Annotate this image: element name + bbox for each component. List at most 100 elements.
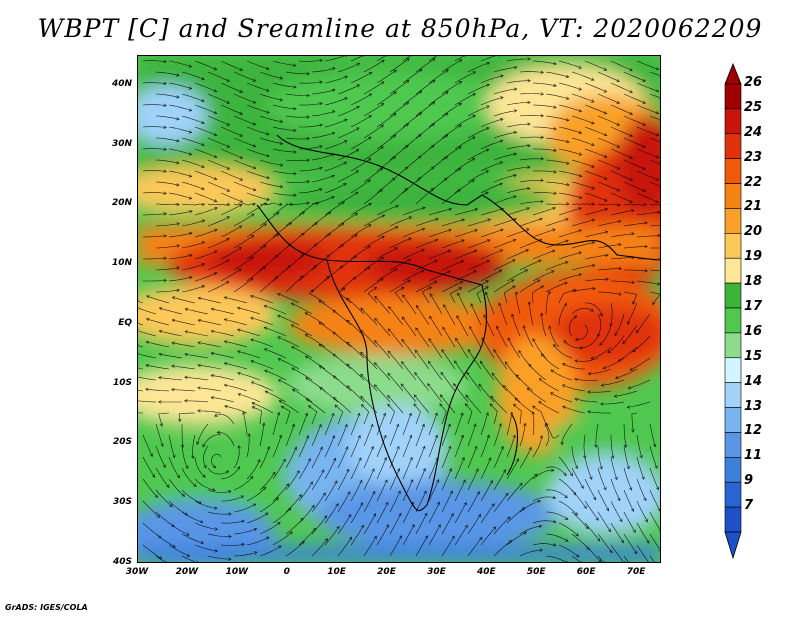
streamline <box>299 146 323 150</box>
streamline <box>493 259 516 271</box>
streamline <box>285 254 304 271</box>
streamline <box>184 400 209 403</box>
streamline-arrow <box>415 304 420 309</box>
streamline-arrow <box>513 65 518 70</box>
streamline-arrow <box>306 158 310 162</box>
streamline <box>181 241 205 249</box>
streamline <box>514 397 534 414</box>
streamline <box>259 93 283 101</box>
streamline-arrow <box>459 280 464 284</box>
lat-label: 10S <box>112 377 132 388</box>
streamline <box>376 413 386 436</box>
streamline-arrow <box>293 193 297 197</box>
streamline <box>387 395 404 414</box>
streamline <box>649 445 658 469</box>
streamline-arrow <box>181 493 186 497</box>
streamline <box>428 177 448 194</box>
streamline-arrow <box>618 266 622 271</box>
streamline-arrow <box>387 350 392 354</box>
streamline <box>179 412 196 422</box>
streamline <box>506 249 529 260</box>
streamline <box>571 445 578 469</box>
streamline <box>237 329 261 337</box>
streamline-arrow <box>252 100 257 104</box>
streamline <box>155 203 180 206</box>
streamline <box>413 394 430 414</box>
streamline <box>207 489 232 493</box>
streamline-arrow <box>371 468 375 472</box>
streamline-arrow <box>503 384 507 389</box>
streamline <box>324 458 336 480</box>
streamline <box>346 385 365 403</box>
streamline-arrow <box>277 358 282 362</box>
streamline-arrow <box>499 139 504 143</box>
streamline <box>142 544 162 560</box>
streamline-arrow <box>307 458 311 462</box>
streamline <box>224 362 248 370</box>
streamline-arrow <box>641 476 645 480</box>
streamline <box>272 507 292 524</box>
streamline-arrow <box>539 548 544 552</box>
streamline <box>155 489 173 508</box>
map-title: WBPT [C] and Sreamline at 850hPa, VT: 20… <box>37 14 763 43</box>
streamline <box>545 159 570 164</box>
streamline-arrow <box>581 560 583 563</box>
streamline <box>649 555 655 563</box>
streamline-arrow <box>353 276 357 280</box>
streamline <box>532 285 544 304</box>
streamline <box>402 412 412 436</box>
streamline <box>233 115 256 125</box>
streamline-arrow <box>158 329 163 334</box>
streamline <box>246 203 268 216</box>
streamline <box>595 423 599 448</box>
colorbar-label: 25 <box>744 99 763 115</box>
streamline <box>533 148 557 151</box>
streamline <box>415 280 437 293</box>
streamline-arrow <box>512 238 517 242</box>
streamline-arrow <box>629 367 634 371</box>
streamline-arrow <box>458 59 463 63</box>
streamline-arrow <box>458 102 463 107</box>
streamline-arrow <box>191 455 195 459</box>
streamline <box>636 500 648 523</box>
streamline <box>614 390 638 397</box>
streamline <box>181 137 205 146</box>
streamline <box>319 387 339 403</box>
streamline <box>571 555 581 563</box>
streamline <box>493 469 506 491</box>
streamline-arrow <box>655 177 660 181</box>
streamline-arrow <box>331 412 335 417</box>
streamline <box>337 514 352 535</box>
streamline <box>181 159 205 168</box>
streamline <box>142 456 156 478</box>
streamline-arrow <box>552 206 556 211</box>
streamline <box>292 388 313 403</box>
streamline-arrow <box>346 297 350 302</box>
streamline <box>168 254 193 260</box>
streamline <box>506 188 530 194</box>
streamline <box>337 446 349 469</box>
streamline-arrow <box>306 72 310 76</box>
streamline <box>442 326 456 348</box>
streamline-arrow <box>404 166 409 170</box>
streamline-arrow <box>288 222 292 226</box>
streamline <box>539 378 560 392</box>
streamline <box>376 55 386 62</box>
streamline-arrow <box>318 322 323 326</box>
streamline-arrow <box>643 203 647 207</box>
streamline <box>350 413 360 436</box>
streamline <box>415 218 439 227</box>
streamline <box>532 82 557 87</box>
streamline <box>454 208 478 216</box>
streamline <box>441 189 461 205</box>
streamline <box>220 148 243 159</box>
streamline <box>350 179 371 194</box>
streamline <box>467 514 481 535</box>
streamline-arrow <box>458 146 462 150</box>
streamline-arrow <box>346 341 350 346</box>
streamline <box>506 412 513 436</box>
streamline <box>142 60 167 63</box>
streamline <box>610 192 633 203</box>
streamline <box>220 104 243 115</box>
streamline <box>428 434 438 458</box>
